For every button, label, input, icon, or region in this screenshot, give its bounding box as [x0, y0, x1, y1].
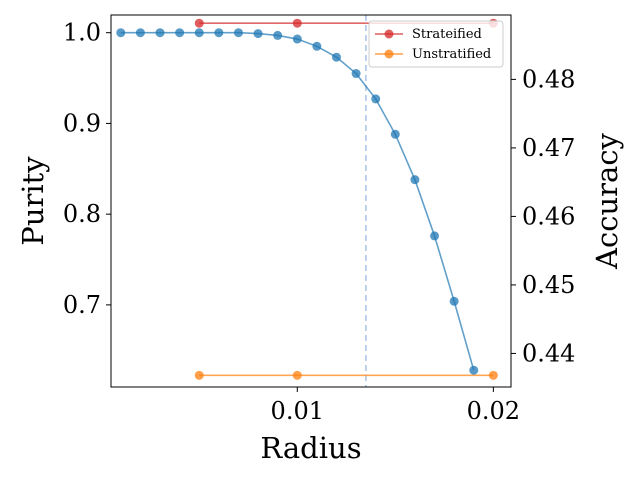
- data-point: [312, 41, 322, 51]
- y-right-tick-label: 0.45: [522, 271, 575, 299]
- x-tick-label: 0.01: [271, 397, 324, 425]
- data-point: [449, 296, 459, 306]
- data-point: [194, 28, 204, 38]
- data-point: [292, 34, 302, 44]
- tick-layer: 0.01 0.02 0.7 0.8 0.9 1.0 0.44 0.45 0.46 0.47 0.48: [63, 19, 576, 425]
- legend-box: [368, 20, 504, 68]
- data-point: [430, 231, 440, 241]
- data-point: [175, 28, 185, 38]
- data-point: [292, 370, 302, 380]
- data-point: [233, 28, 243, 38]
- data-point: [253, 29, 263, 39]
- legend-label: Unstratified: [412, 47, 491, 62]
- legend-label: Strateified: [412, 27, 482, 42]
- y-right-tick-label: 0.46: [522, 202, 575, 230]
- data-point: [410, 175, 420, 185]
- data-point: [135, 28, 145, 38]
- y-left-tick-label: 0.8: [63, 200, 101, 228]
- data-point: [351, 69, 361, 79]
- data-point: [214, 28, 224, 38]
- legend-swatch-marker: [384, 29, 394, 39]
- y-left-tick-label: 0.7: [63, 291, 101, 319]
- y-left-tick-label: 0.9: [63, 109, 101, 137]
- legend-swatch-marker: [384, 49, 394, 59]
- data-point: [194, 370, 204, 380]
- data-point: [371, 94, 381, 104]
- x-tick-label: 0.02: [467, 397, 520, 425]
- series-2: [116, 28, 479, 375]
- data-point: [194, 18, 204, 28]
- data-point: [390, 129, 400, 139]
- y-right-tick-label: 0.48: [522, 65, 575, 93]
- series-layer: [116, 18, 498, 380]
- data-point: [155, 28, 165, 38]
- x-axis-label: Radius: [260, 431, 361, 465]
- data-point: [273, 30, 283, 40]
- y-axis-left-label: Purity: [16, 156, 50, 246]
- y-left-tick-label: 1.0: [63, 19, 101, 47]
- data-point: [292, 18, 302, 28]
- y-right-tick-label: 0.44: [522, 339, 575, 367]
- legend: Strateified Unstratified: [368, 20, 504, 68]
- data-point: [469, 365, 479, 375]
- y-right-tick-label: 0.47: [522, 134, 575, 162]
- plot-frame: [110, 14, 512, 388]
- series-line: [120, 31, 475, 371]
- data-point: [488, 370, 498, 380]
- data-point: [331, 52, 341, 62]
- y-axis-right-label: Accuracy: [590, 132, 624, 269]
- series-1: [194, 370, 498, 380]
- data-point: [116, 28, 126, 38]
